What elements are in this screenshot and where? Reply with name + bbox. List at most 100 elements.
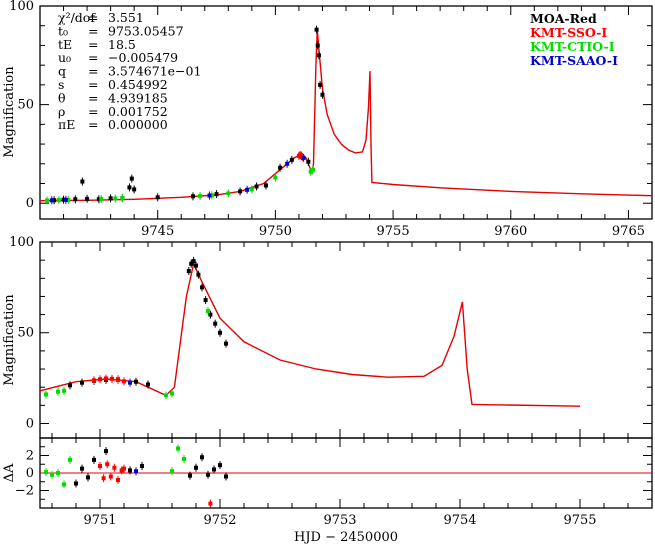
top-panel: 9745 9750 9755 9760 9765 0 50 100 Magnification… <box>2 0 653 239</box>
zoom-point <box>213 321 218 326</box>
res-y-tick-label: −2 <box>15 484 34 499</box>
top-point <box>318 82 323 87</box>
zoom-point <box>208 312 213 317</box>
res-point <box>62 482 66 487</box>
res-x-tick-label: 9754 <box>443 513 476 528</box>
res-x-tick-label: 9753 <box>323 513 356 528</box>
param-key: t₀ <box>58 23 68 38</box>
zoom-point <box>68 383 72 388</box>
zoom-point <box>128 380 132 385</box>
zoom-model-curve <box>39 261 581 407</box>
zoom-point <box>224 341 228 346</box>
top-point <box>132 187 137 192</box>
res-point <box>74 481 78 486</box>
zoom-point <box>170 391 174 396</box>
top-point <box>49 198 54 203</box>
zoom-point <box>189 261 194 266</box>
param-key: q <box>58 64 66 79</box>
zoom-point <box>196 272 201 277</box>
legend-entry: KMT-SSO-I <box>530 25 607 40</box>
legend-entry: KMT-CTIO-I <box>530 39 615 54</box>
top-point <box>320 92 325 97</box>
top-point <box>249 187 254 192</box>
res-point <box>92 457 96 462</box>
zoom-point <box>98 377 102 382</box>
zoom-point <box>206 308 210 313</box>
top-point <box>254 184 259 189</box>
legend-entry: MOA-Red <box>530 11 597 26</box>
zoom-point <box>191 259 196 264</box>
zoom-point <box>146 382 150 387</box>
top-x-tick-label: 9745 <box>141 224 174 239</box>
res-point <box>200 455 204 460</box>
zoom-point <box>56 389 60 394</box>
residual-panel: 9751 9752 9753 9754 9755 −2 0 2 ΔA HJD − 245000… <box>2 437 653 545</box>
top-point <box>263 183 268 188</box>
zoom-axis-ticks: 0 50 100 <box>9 235 653 438</box>
top-point <box>56 198 61 203</box>
top-point <box>129 176 134 181</box>
top-point <box>308 169 313 174</box>
param-equals: = <box>88 104 98 119</box>
param-key: tE <box>58 37 72 52</box>
zoom-data-points <box>44 257 228 400</box>
top-point <box>113 196 118 201</box>
param-value: 18.5 <box>108 37 136 52</box>
top-point <box>155 195 160 200</box>
top-point <box>66 197 71 202</box>
param-key: χ²/dof <box>58 10 96 25</box>
param-equals: = <box>88 37 98 52</box>
res-point <box>105 462 110 467</box>
zoom-point <box>122 379 126 384</box>
residual-ylabel: ΔA <box>2 463 17 482</box>
param-key: u₀ <box>58 50 71 65</box>
zoom-point <box>116 377 120 382</box>
res-point <box>176 446 180 451</box>
res-point <box>128 468 132 473</box>
param-equals: = <box>88 10 98 25</box>
param-key: θ <box>58 90 66 105</box>
param-equals: = <box>88 90 98 105</box>
top-y-tick-label: 0 <box>26 196 34 211</box>
top-point <box>96 197 101 202</box>
res-point <box>212 467 216 472</box>
top-x-tick-label: 9760 <box>494 224 527 239</box>
param-value: −0.005479 <box>108 50 178 65</box>
top-point <box>120 196 125 201</box>
zoom-point <box>203 298 208 303</box>
top-data-points <box>45 25 325 205</box>
res-point <box>170 469 174 474</box>
zoom-point <box>44 392 48 397</box>
zoom-point <box>200 285 204 290</box>
res-point <box>98 464 102 468</box>
zoom-point <box>104 376 108 381</box>
top-point <box>108 196 113 201</box>
zoom-panel: 0 50 100 Magnification <box>2 235 653 439</box>
top-y-tick-label: 100 <box>9 0 34 14</box>
top-point <box>315 43 320 48</box>
top-axis-ticks: 9745 9750 9755 9760 9765 0 50 100 <box>9 0 653 239</box>
top-point <box>301 155 306 160</box>
param-equals: = <box>88 117 98 132</box>
param-value: 0.454992 <box>108 77 168 92</box>
param-value: 9753.05457 <box>108 23 184 38</box>
res-point <box>208 501 213 506</box>
top-point <box>238 189 243 194</box>
param-value: 4.939185 <box>108 90 168 105</box>
top-y-tick-label: 50 <box>17 98 34 113</box>
top-point <box>61 197 66 202</box>
res-point <box>104 449 108 454</box>
top-x-tick-label: 9765 <box>612 224 645 239</box>
top-point <box>289 157 294 162</box>
res-point <box>119 468 124 473</box>
zoom-panel-frame <box>39 241 653 439</box>
top-point <box>191 194 195 199</box>
res-point <box>50 472 54 477</box>
top-point <box>45 198 50 203</box>
top-point <box>306 159 311 164</box>
zoom-y-tick-label: 50 <box>17 326 34 341</box>
param-value: 0.000000 <box>108 117 168 132</box>
